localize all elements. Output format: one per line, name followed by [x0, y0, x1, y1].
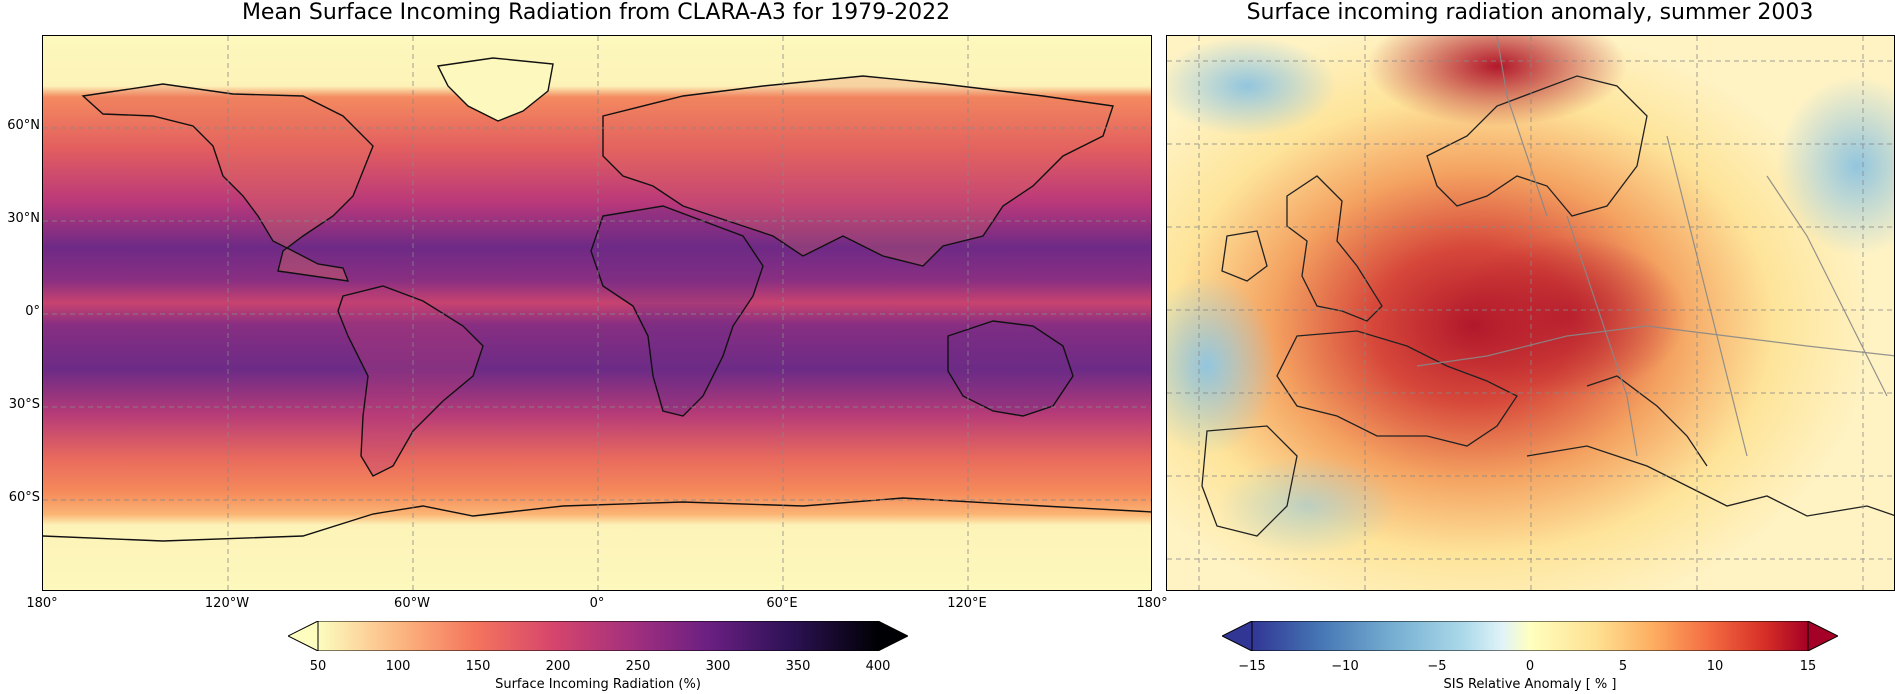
colorbar-tick: 200 [545, 659, 571, 674]
lon-label: 60°W [394, 596, 430, 611]
lon-label: 120°E [947, 596, 987, 611]
right-colorbar [1222, 621, 1838, 651]
lon-label: 180° [1136, 596, 1168, 611]
colorbar-tick: 100 [385, 659, 411, 674]
lat-label: 30°S [8, 397, 40, 412]
colorbar-tick: 15 [1799, 659, 1817, 674]
colorbar-tick: 250 [625, 659, 651, 674]
colorbar-tick: 350 [785, 659, 811, 674]
lat-label: 30°N [7, 211, 40, 226]
colorbar-tick: 0 [1525, 659, 1535, 674]
coastlines [43, 57, 1151, 542]
lon-label: 120°W [204, 596, 250, 611]
left-map-title: Mean Surface Incoming Radiation from CLA… [241, 0, 951, 25]
lat-label: 0° [25, 304, 40, 319]
country-borders [1416, 36, 1894, 457]
lon-label: 0° [589, 596, 605, 611]
colorbar-tick: 300 [705, 659, 731, 674]
colorbar-tick: 400 [865, 659, 891, 674]
graticule [1167, 36, 1894, 590]
global-radiation-map [42, 35, 1152, 591]
colorbar-tick: 50 [309, 659, 327, 674]
colorbar-tick: 10 [1706, 659, 1724, 674]
europe-anomaly-map [1166, 35, 1895, 591]
coastlines [1201, 75, 1894, 537]
colorbar-tick: −5 [1427, 659, 1447, 674]
lat-label: 60°N [7, 118, 40, 133]
colorbar-tick: 150 [465, 659, 491, 674]
colorbar-label: Surface Incoming Radiation (%) [495, 677, 701, 692]
colorbar-tick: −10 [1331, 659, 1359, 674]
colorbar-tick: −15 [1238, 659, 1266, 674]
left-colorbar [288, 621, 908, 651]
graticule [43, 36, 1151, 590]
colorbar-tick: 5 [1618, 659, 1628, 674]
lon-label: 60°E [766, 596, 798, 611]
right-map-title: Surface incoming radiation anomaly, summ… [1246, 0, 1814, 25]
colorbar-label: SIS Relative Anomaly [ % ] [1443, 677, 1617, 692]
lon-label: 180° [26, 596, 58, 611]
lat-label: 60°S [8, 490, 40, 505]
